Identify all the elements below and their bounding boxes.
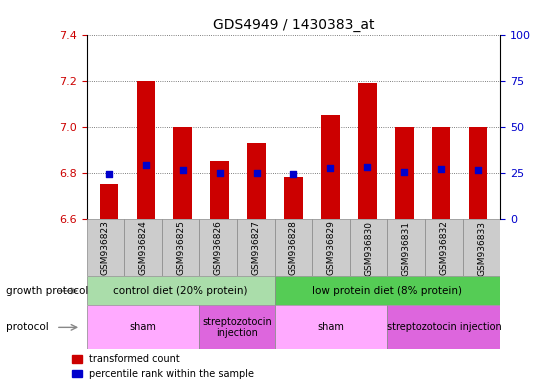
Point xyxy=(105,171,113,177)
Bar xyxy=(87,276,274,305)
Bar xyxy=(200,219,237,276)
Bar xyxy=(432,127,451,219)
Text: GSM936833: GSM936833 xyxy=(477,220,486,276)
Point xyxy=(326,165,335,171)
Bar xyxy=(312,219,350,276)
Bar xyxy=(162,219,200,276)
Text: protocol: protocol xyxy=(6,322,48,333)
Text: GSM936832: GSM936832 xyxy=(439,220,448,275)
Point xyxy=(252,170,261,176)
Text: GSM936828: GSM936828 xyxy=(289,220,298,275)
Text: sham: sham xyxy=(318,322,344,333)
Text: GSM936831: GSM936831 xyxy=(402,220,411,276)
Bar xyxy=(387,219,425,276)
Point xyxy=(215,170,224,176)
Legend: transformed count, percentile rank within the sample: transformed count, percentile rank withi… xyxy=(72,354,254,379)
Text: GSM936827: GSM936827 xyxy=(252,220,260,275)
Bar xyxy=(469,127,487,219)
Text: growth protocol: growth protocol xyxy=(6,286,88,296)
Point xyxy=(437,166,446,172)
Bar xyxy=(87,305,200,349)
Bar xyxy=(136,81,155,219)
Point xyxy=(141,162,150,168)
Bar xyxy=(425,219,463,276)
Bar xyxy=(358,83,377,219)
Text: GSM936824: GSM936824 xyxy=(139,220,148,275)
Text: GSM936829: GSM936829 xyxy=(326,220,335,275)
Text: GSM936823: GSM936823 xyxy=(101,220,110,275)
Text: GSM936826: GSM936826 xyxy=(214,220,223,275)
Point xyxy=(178,167,187,174)
Bar xyxy=(210,161,229,219)
Point xyxy=(363,164,372,170)
Bar xyxy=(350,219,387,276)
Bar xyxy=(321,115,340,219)
Bar xyxy=(124,219,162,276)
Text: streptozotocin injection: streptozotocin injection xyxy=(386,322,501,333)
Bar xyxy=(274,305,387,349)
Bar xyxy=(463,219,500,276)
Text: low protein diet (8% protein): low protein diet (8% protein) xyxy=(312,286,462,296)
Bar xyxy=(87,219,124,276)
Bar xyxy=(173,127,192,219)
Bar xyxy=(387,305,500,349)
Text: GSM936830: GSM936830 xyxy=(364,220,373,276)
Text: GSM936825: GSM936825 xyxy=(176,220,185,275)
Bar xyxy=(395,127,414,219)
Title: GDS4949 / 1430383_at: GDS4949 / 1430383_at xyxy=(213,18,374,32)
Bar xyxy=(274,276,500,305)
Text: streptozotocin
injection: streptozotocin injection xyxy=(202,316,272,338)
Text: sham: sham xyxy=(130,322,157,333)
Bar xyxy=(284,177,303,219)
Point xyxy=(473,167,482,174)
Bar xyxy=(200,305,274,349)
Bar xyxy=(100,184,118,219)
Point xyxy=(289,171,298,177)
Bar xyxy=(237,219,274,276)
Point xyxy=(400,169,409,175)
Bar xyxy=(247,143,266,219)
Text: control diet (20% protein): control diet (20% protein) xyxy=(113,286,248,296)
Bar xyxy=(274,219,312,276)
